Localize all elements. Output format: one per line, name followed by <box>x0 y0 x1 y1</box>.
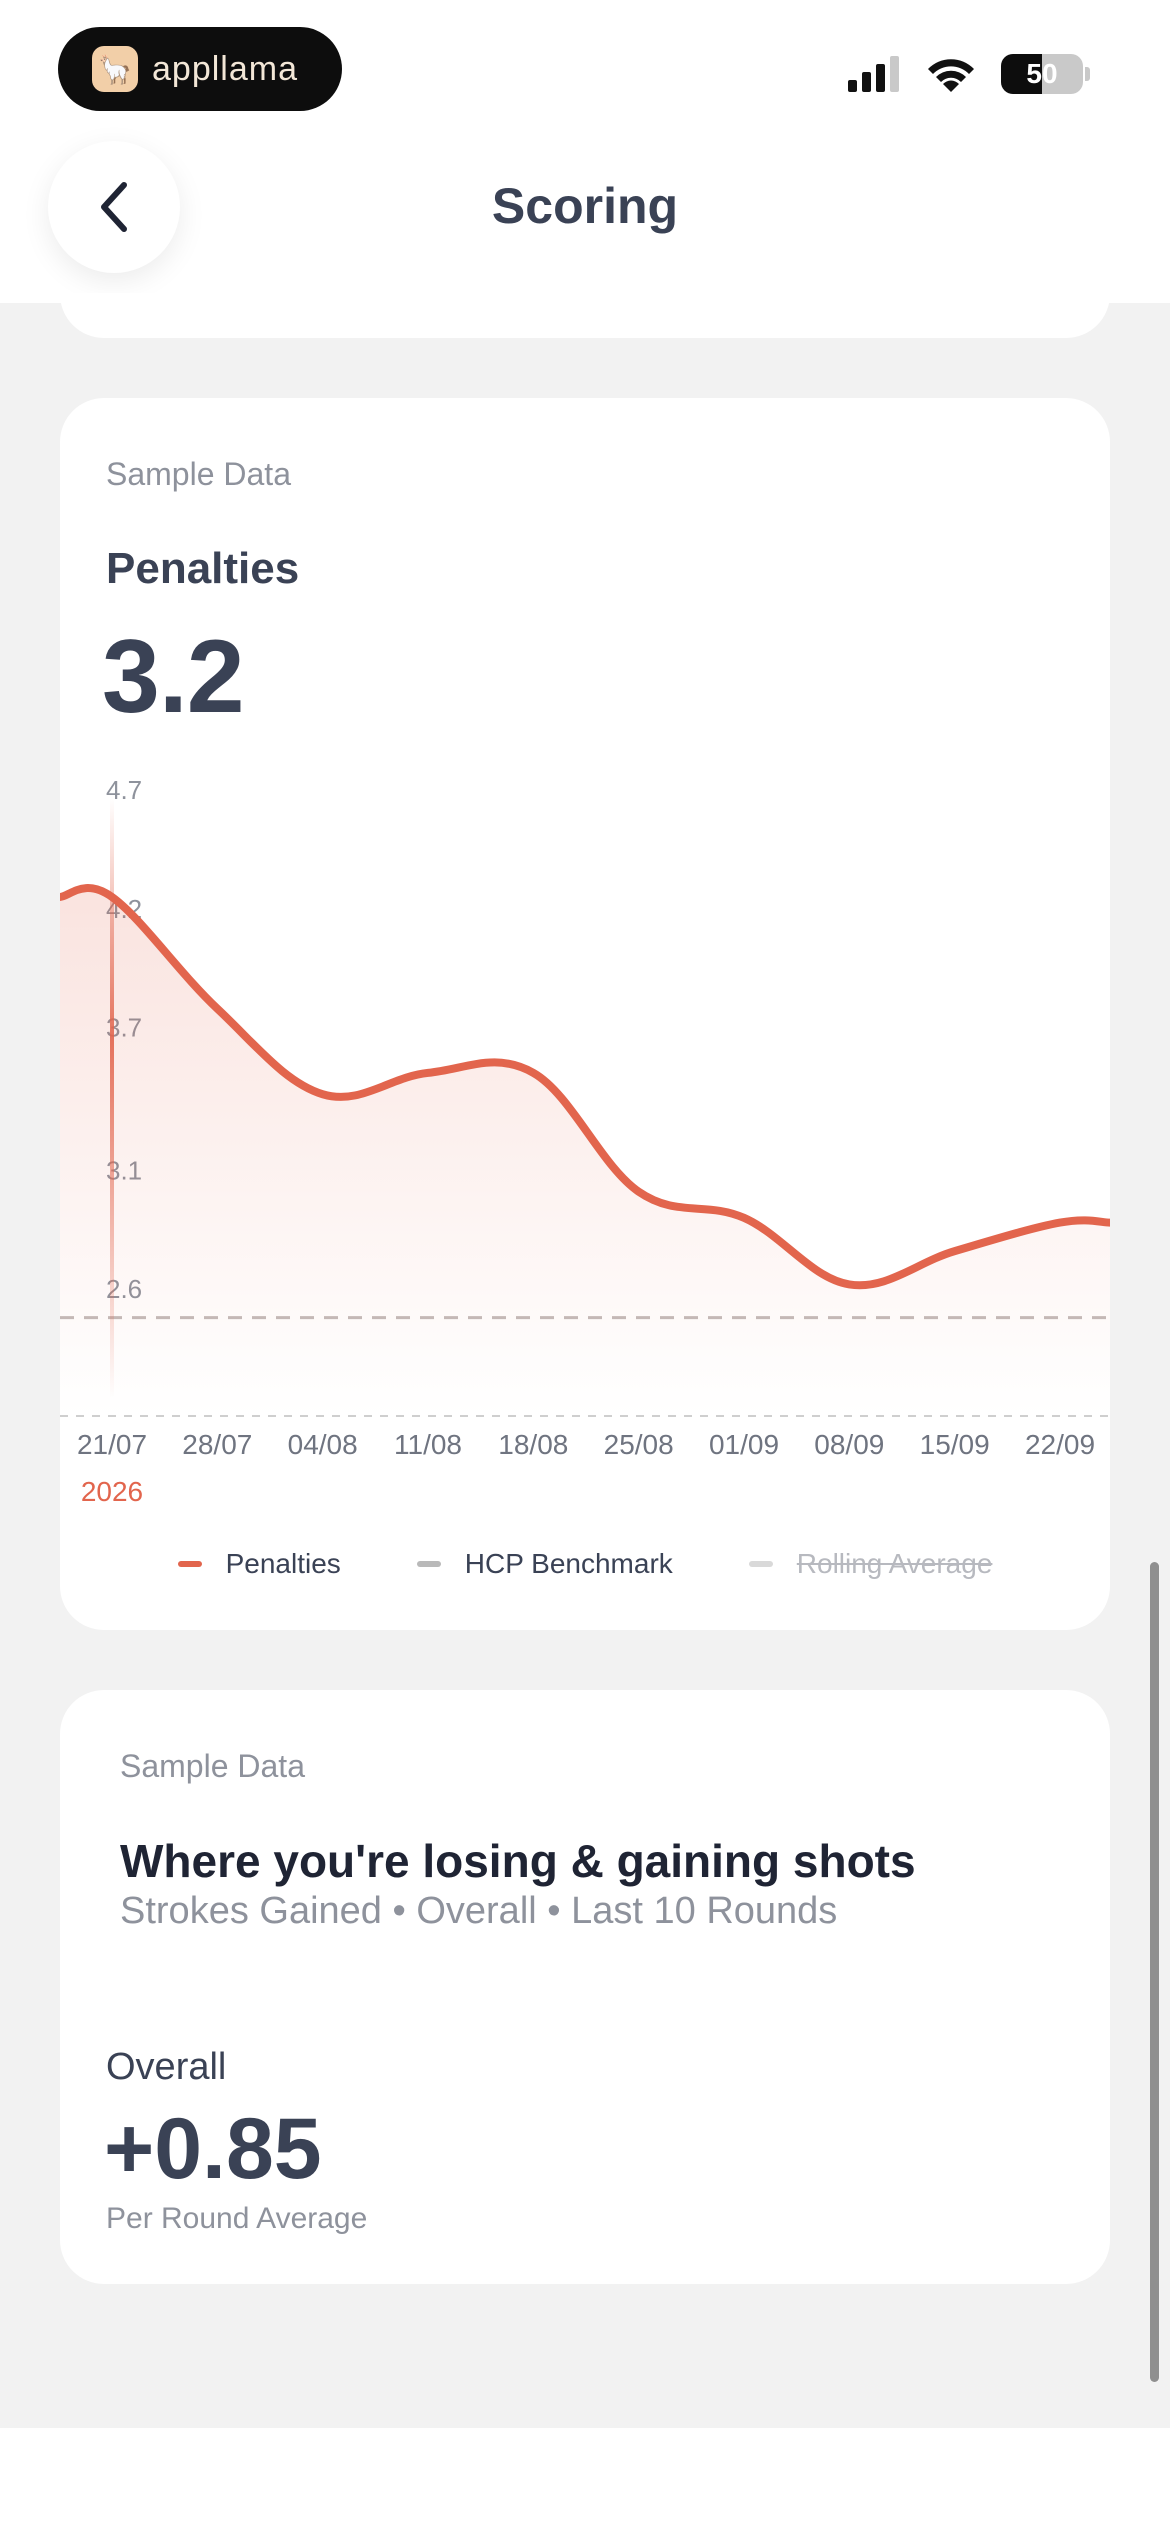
previous-card <box>60 293 1110 338</box>
top-bar: 🦙 appllama 50 <box>0 0 1170 303</box>
x-axis-year: 2026 <box>81 1476 143 1507</box>
back-button[interactable] <box>48 141 180 273</box>
legend-label: HCP Benchmark <box>464 1548 673 1579</box>
status-icons: 50 <box>848 54 1090 94</box>
cellular-signal-icon <box>848 56 899 92</box>
page-title: Scoring <box>491 178 679 234</box>
penalties-card: Sample Data Penalties 3.2 4.74.23.73.12.… <box>60 398 1110 1630</box>
sample-data-label: Sample Data <box>106 456 291 492</box>
strokes-gained-title: Where you're losing & gaining shots <box>120 1835 916 1887</box>
overall-value: +0.85 <box>104 2101 322 2197</box>
wifi-icon <box>928 59 974 92</box>
bottom-bar <box>0 2428 1170 2532</box>
x-tick-label: 11/08 <box>394 1429 462 1460</box>
llama-logo-icon: 🦙 <box>92 46 138 92</box>
x-tick-label: 21/07 <box>77 1429 147 1460</box>
x-tick-label: 08/09 <box>814 1429 884 1460</box>
overall-label: Overall <box>106 2046 227 2088</box>
x-tick-label: 22/09 <box>1025 1429 1095 1460</box>
legend-penalties[interactable]: Penalties <box>177 1548 341 1580</box>
x-tick-label: 15/09 <box>920 1429 990 1460</box>
sample-data-label: Sample Data <box>120 1748 305 1784</box>
scrollbar[interactable] <box>1150 1562 1159 2382</box>
legend-hcp-benchmark[interactable]: HCP Benchmark <box>416 1548 673 1580</box>
x-tick-label: 25/08 <box>604 1429 674 1460</box>
per-round-caption: Per Round Average <box>106 2202 368 2235</box>
battery-icon: 50 <box>1001 54 1083 94</box>
app-badge: 🦙 appllama <box>58 27 342 111</box>
battery-level: 50 <box>1026 58 1058 89</box>
chart-legend: Penalties HCP Benchmark Rolling Average <box>60 1548 1110 1580</box>
legend-rolling-average[interactable]: Rolling Average <box>748 1548 993 1580</box>
metric-name: Penalties <box>106 544 300 593</box>
x-tick-label: 18/08 <box>498 1429 568 1460</box>
x-tick-label: 01/09 <box>709 1429 779 1460</box>
metric-value: 3.2 <box>102 619 245 735</box>
strokes-gained-card[interactable]: Sample Data Where you're losing & gainin… <box>60 1690 1110 2284</box>
x-tick-label: 28/07 <box>182 1429 252 1460</box>
legend-label: Penalties <box>225 1548 341 1579</box>
legend-label: Rolling Average <box>796 1548 993 1579</box>
chart-cursor[interactable] <box>110 798 114 1398</box>
strokes-gained-subtitle: Strokes Gained • Overall • Last 10 Round… <box>120 1890 838 1932</box>
penalties-series-line <box>60 884 1110 1290</box>
penalties-area <box>60 888 1110 1416</box>
x-tick-label: 04/08 <box>288 1429 358 1460</box>
app-name: appllama <box>152 49 298 88</box>
penalties-line-chart[interactable]: 4.74.23.73.12.6 21/0728/0704/0811/0818/0… <box>60 398 1110 1538</box>
chevron-left-icon <box>101 182 127 232</box>
